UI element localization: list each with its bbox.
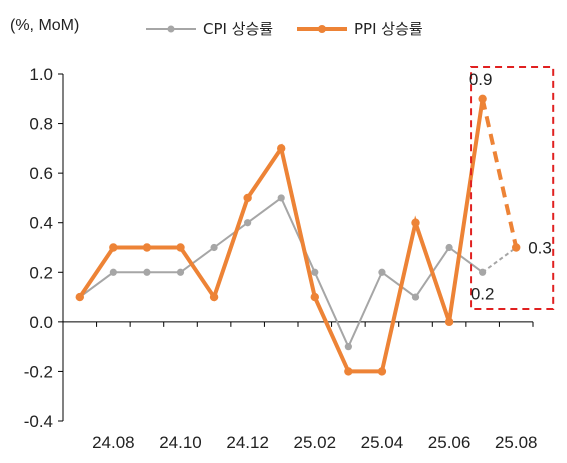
y-tick-label: 0.2 [29, 263, 53, 282]
x-tick-label: 24.08 [92, 433, 135, 452]
data-point [310, 292, 319, 302]
data-point [277, 194, 285, 202]
y-tick-label: -0.2 [24, 362, 53, 381]
data-label: 0.3 [528, 239, 552, 258]
legend-item-cpi: CPI 상승률 [146, 20, 273, 38]
y-tick-label: 1.0 [29, 65, 53, 84]
series-line-forecast [480, 98, 519, 248]
data-point [243, 193, 252, 203]
series-ppi [75, 94, 521, 376]
x-tick-label: 25.02 [294, 433, 337, 452]
data-point [210, 243, 218, 252]
data-point [277, 144, 286, 153]
data-point [512, 243, 521, 252]
axes: 1.0 0.8 0.6 0.4 0.2 0.0 -0.2 -0.4 24.08 24.10 24.1… [24, 65, 538, 452]
y-tick-label: 0.0 [29, 313, 53, 332]
data-point [209, 292, 219, 302]
legend-marker-ppi [318, 25, 326, 33]
legend-marker-cpi [167, 25, 175, 33]
y-tick-label: 0.8 [29, 115, 53, 134]
data-point [75, 292, 84, 302]
series-line-actual [78, 98, 485, 374]
legend: CPI 상승률 PPI 상승률 [146, 20, 423, 38]
data-point [109, 243, 118, 252]
data-point [176, 268, 185, 276]
data-point [378, 268, 386, 276]
data-point [344, 367, 353, 376]
y-tick-label: 0.6 [29, 164, 53, 183]
x-tick-label: 25.04 [361, 433, 404, 452]
data-label: 0.2 [471, 284, 495, 303]
legend-item-ppi: PPI 상승률 [297, 20, 423, 38]
data-point [445, 243, 453, 252]
data-point [143, 268, 151, 276]
x-tick-label: 25.06 [428, 433, 471, 452]
annotation-layer: 0.9 0.3 0.2 [469, 66, 555, 310]
data-point [377, 367, 387, 376]
data-label: 0.9 [469, 70, 493, 89]
data-point [478, 94, 487, 103]
y-tick-label: -0.4 [24, 412, 53, 431]
data-point [142, 243, 152, 252]
data-point [444, 317, 454, 327]
series-line-forecast [482, 246, 517, 274]
data-point [411, 293, 420, 301]
x-tick-label: 25.08 [495, 433, 538, 452]
x-tick-label: 24.12 [226, 433, 269, 452]
legend-label-ppi: PPI 상승률 [354, 20, 423, 38]
data-point [411, 218, 420, 227]
y-tick-label: 0.4 [29, 214, 53, 233]
data-point [344, 343, 352, 351]
legend-label-cpi: CPI 상승률 [203, 20, 273, 38]
forecast-highlight-box [470, 66, 555, 310]
series-cpi [76, 194, 520, 351]
unit-label: (%, MoM) [10, 17, 79, 34]
data-point [311, 268, 319, 276]
data-point [244, 219, 252, 227]
series-line-actual [79, 196, 484, 350]
data-point [176, 243, 185, 252]
data-point [479, 268, 487, 276]
x-tick-label: 24.10 [159, 433, 202, 452]
data-point [109, 268, 117, 276]
series-layer [75, 94, 521, 376]
